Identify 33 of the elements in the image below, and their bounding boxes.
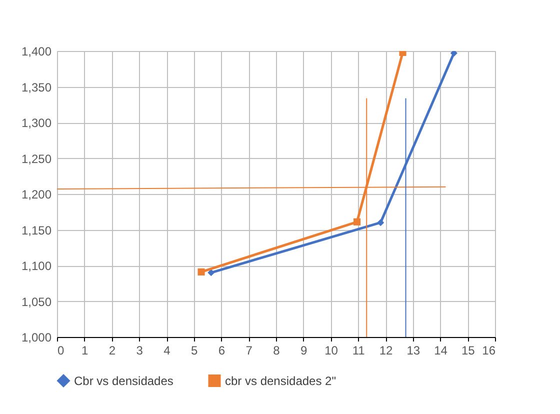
x-tick-label: 0 xyxy=(58,344,64,358)
x-tick-label: 16 xyxy=(482,344,496,358)
y-tick-label: 1,150 xyxy=(21,223,52,238)
y-tick-label: 1,300 xyxy=(21,116,52,130)
x-tick-label: 15 xyxy=(461,344,476,358)
point xyxy=(377,219,384,226)
y-tick-label: 1,400 xyxy=(21,44,52,58)
x-tick-label: 7 xyxy=(246,344,253,358)
y-tick-label: 1,050 xyxy=(21,294,52,309)
y-tick-label: 1,100 xyxy=(21,259,52,273)
x-tick-label: 13 xyxy=(406,344,420,358)
x-tick-label: 1 xyxy=(82,344,89,358)
legend-label: cbr vs densidades 2" xyxy=(225,374,336,388)
x-tick-label: 8 xyxy=(273,344,280,358)
x-tick-label: 12 xyxy=(379,344,393,358)
y-tick-label: 1,350 xyxy=(21,80,52,94)
x-tick-label: 2 xyxy=(108,344,116,358)
point xyxy=(353,218,361,226)
legend-label: Cbr vs densidades xyxy=(74,374,174,388)
x-tick-label: 3 xyxy=(136,344,144,358)
point xyxy=(208,269,215,276)
point xyxy=(198,268,205,276)
x-tick-label: 4 xyxy=(164,344,171,358)
x-tick-label: 14 xyxy=(434,344,448,358)
point xyxy=(450,51,458,57)
x-tick-label: 11 xyxy=(352,344,366,358)
x-tick-label: 6 xyxy=(218,344,226,358)
x-tick-label: 9 xyxy=(300,344,308,358)
y-tick-label: 1,200 xyxy=(21,188,52,202)
y-tick-label: 1,250 xyxy=(21,152,52,166)
x-tick-label: 10 xyxy=(324,344,338,358)
x-tick-label: 5 xyxy=(191,344,198,358)
y-tick-label: 1,000 xyxy=(21,330,52,344)
